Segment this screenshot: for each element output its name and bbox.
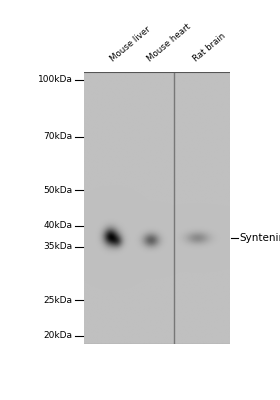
Text: 50kDa: 50kDa: [43, 186, 72, 194]
Text: Mouse liver: Mouse liver: [109, 25, 153, 64]
Text: 25kDa: 25kDa: [43, 296, 72, 305]
Text: 35kDa: 35kDa: [43, 242, 72, 251]
Text: Rat brain: Rat brain: [192, 32, 228, 64]
Text: 20kDa: 20kDa: [43, 331, 72, 340]
Text: 40kDa: 40kDa: [43, 221, 72, 230]
Text: Mouse heart: Mouse heart: [145, 22, 192, 64]
Text: 70kDa: 70kDa: [43, 132, 72, 141]
Text: 100kDa: 100kDa: [38, 75, 72, 84]
Text: Syntenin: Syntenin: [240, 233, 280, 243]
